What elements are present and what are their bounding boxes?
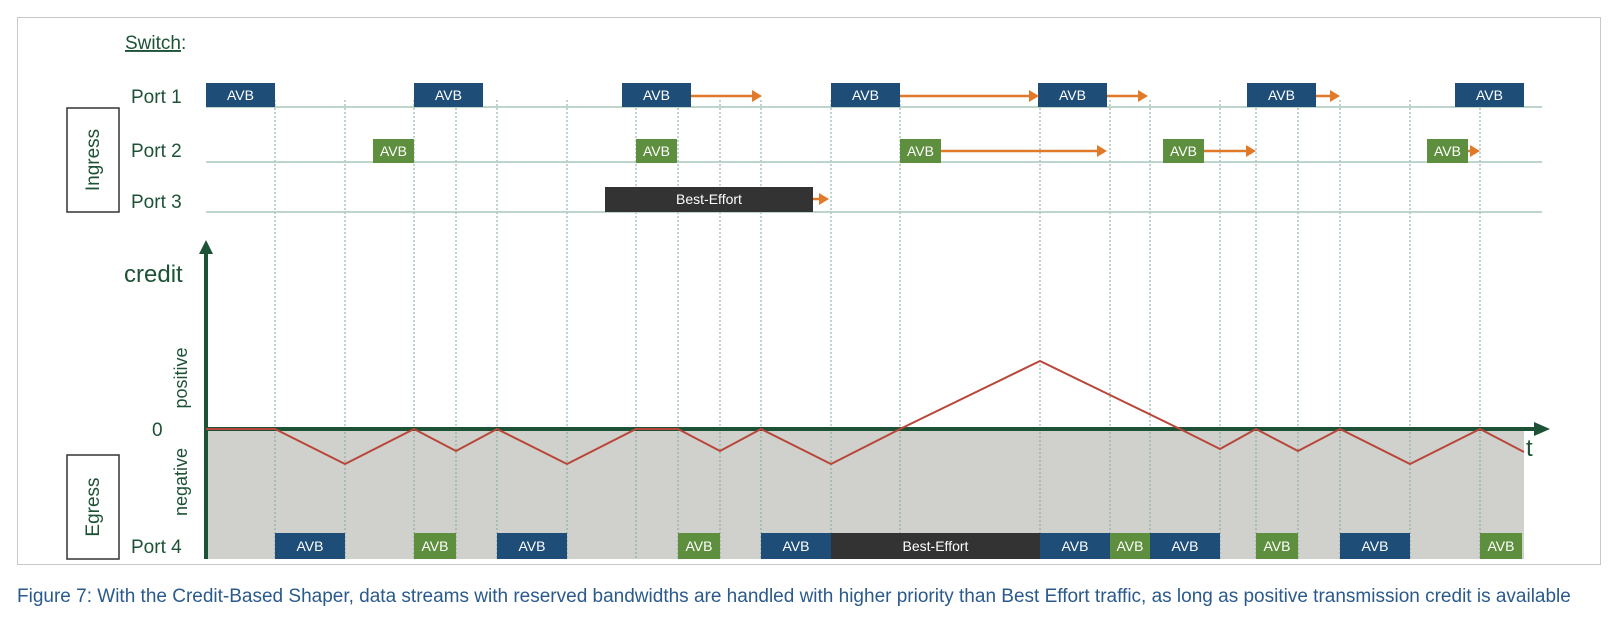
port4-avb-block — [1480, 533, 1522, 559]
credit-curve — [206, 359, 1525, 466]
port4-avb-label: AVB — [686, 538, 713, 554]
port1-avb-label: AVB — [1059, 87, 1086, 103]
port3-blocks: Best-Effort — [605, 187, 813, 212]
port3-label: Port 3 — [131, 192, 182, 213]
port1-avb-block — [1038, 83, 1107, 107]
switch-label: Switch: — [125, 33, 186, 54]
port4-avb-block — [761, 533, 831, 559]
port1-avb-label: AVB — [1476, 87, 1503, 103]
port1-avb-block — [414, 83, 483, 107]
port1-avb-block — [1455, 83, 1524, 107]
port2-avb-label: AVB — [380, 143, 407, 159]
port4-avb-block — [275, 533, 345, 559]
port1-avb-block — [622, 83, 691, 107]
port1-label: Port 1 — [131, 87, 182, 108]
port1-avb-block — [831, 83, 900, 107]
port1-avb-block — [1247, 83, 1316, 107]
port4-avb-block — [1040, 533, 1110, 559]
port4-avb-label: AVB — [783, 538, 810, 554]
port2-avb-label: AVB — [907, 143, 934, 159]
port4-avb-block — [678, 533, 720, 559]
port4-avb-label: AVB — [519, 538, 546, 554]
port4-blocks: AVB AVB AVB AVB AVB Best-Effort AVB AVB … — [275, 533, 1522, 559]
port4-avb-label: AVB — [297, 538, 324, 554]
credit-axis-label: credit — [124, 261, 183, 288]
port4-avb-label: AVB — [1362, 538, 1389, 554]
port4-avb-label: AVB — [422, 538, 449, 554]
port2-blocks: AVB AVB AVB AVB AVB — [373, 139, 1468, 163]
port4-avb-block — [1340, 533, 1410, 559]
port4-avb-label: AVB — [1264, 538, 1291, 554]
time-axis-label: t — [1526, 435, 1533, 462]
port2-avb-block — [373, 139, 414, 163]
port4-best-effort-label: Best-Effort — [903, 538, 969, 554]
port4-avb-label: AVB — [1117, 538, 1144, 554]
positive-label: positive — [171, 347, 191, 408]
egress-label: Egress — [83, 477, 104, 536]
port4-avb-label: AVB — [1488, 538, 1515, 554]
waiting-arrows — [691, 90, 1480, 205]
port2-avb-block — [1427, 139, 1468, 163]
port4-label: Port 4 — [131, 537, 182, 558]
port4-avb-block — [1110, 533, 1150, 559]
port4-avb-block — [1150, 533, 1220, 559]
port2-label: Port 2 — [131, 141, 182, 162]
port2-avb-block — [636, 139, 677, 163]
credit-based-shaper-diagram: Switch: Ingress Egress Port 1 Port 2 Por… — [66, 33, 1550, 560]
port2-avb-block — [1163, 139, 1204, 163]
time-gridlines — [274, 100, 1481, 559]
zero-label: 0 — [152, 420, 163, 441]
port3-best-effort-block — [605, 187, 813, 212]
port4-avb-label: AVB — [1172, 538, 1199, 554]
ingress-label: Ingress — [83, 129, 104, 191]
port1-avb-label: AVB — [852, 87, 879, 103]
port1-avb-label: AVB — [1268, 87, 1295, 103]
port1-avb-label: AVB — [227, 87, 254, 103]
port4-avb-block — [1256, 533, 1298, 559]
port1-avb-label: AVB — [435, 87, 462, 103]
port1-avb-block — [206, 83, 275, 107]
egress-box — [66, 454, 120, 560]
port2-avb-block — [900, 139, 941, 163]
port4-avb-block — [497, 533, 567, 559]
port1-avb-label: AVB — [643, 87, 670, 103]
port2-avb-label: AVB — [1170, 143, 1197, 159]
figure-caption: Figure 7: With the Credit-Based Shaper, … — [17, 586, 1571, 607]
ingress-box — [66, 107, 120, 213]
port4-avb-block — [414, 533, 456, 559]
port2-avb-label: AVB — [1434, 143, 1461, 159]
port2-avb-label: AVB — [643, 143, 670, 159]
negative-label: negative — [171, 448, 191, 516]
figure-frame — [17, 17, 1601, 565]
port4-best-effort-block — [831, 533, 1040, 559]
credit-axis-arrowhead — [199, 240, 213, 254]
port4-avb-label: AVB — [1062, 538, 1089, 554]
port1-blocks: AVB AVB AVB AVB AVB AVB AVB — [206, 83, 1524, 107]
port3-best-effort-label: Best-Effort — [676, 191, 742, 207]
time-axis-arrowhead — [1534, 422, 1550, 436]
